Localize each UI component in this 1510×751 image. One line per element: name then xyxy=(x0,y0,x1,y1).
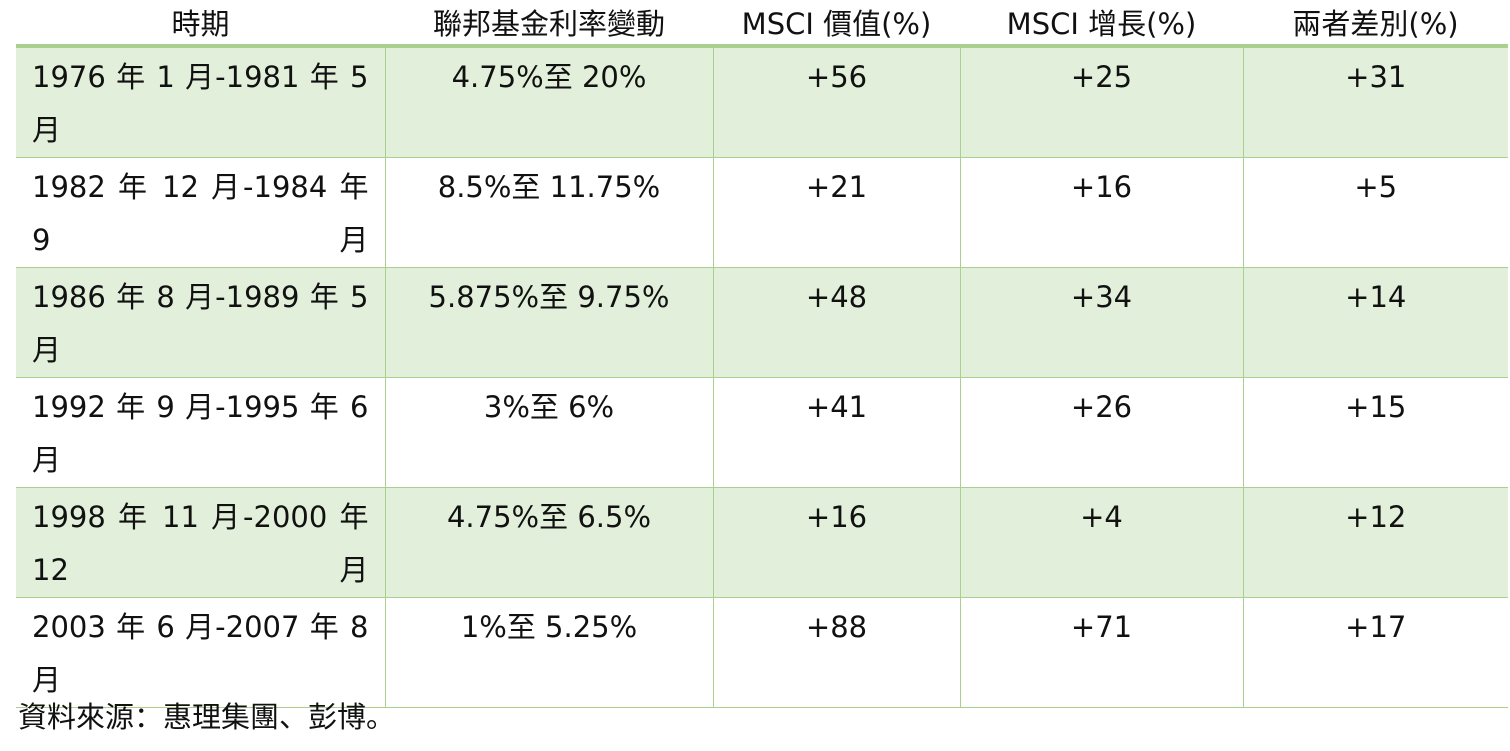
table-cell: 2003 年 6 月-2007 年 8 月 xyxy=(16,597,385,708)
table-row: 1982 年 12 月-1984 年 9 月 8.5%至 11.75% +21 +16… xyxy=(16,157,1508,268)
table-cell: +12 xyxy=(1242,487,1508,598)
table-row: 1986 年 8 月-1989 年 5 月 5.875%至 9.75% +48 +34… xyxy=(16,267,1508,378)
table-cell: 3%至 6% xyxy=(384,377,713,488)
table-row: 2003 年 6 月-2007 年 8 月 1%至 5.25% +88 +71 +17 xyxy=(16,597,1508,708)
table-cell: +41 xyxy=(712,377,960,488)
table-cell: +88 xyxy=(712,597,960,708)
data-table: 時期 聯邦基金利率變動 MSCI 價值(%) MSCI 增長(%) 兩者差別(%) 19… xyxy=(16,0,1508,708)
table-cell: +71 xyxy=(959,597,1243,708)
table-cell: +16 xyxy=(959,157,1243,268)
table-cell: +16 xyxy=(712,487,960,598)
table-cell: 4.75%至 6.5% xyxy=(384,487,713,598)
table-cell: +34 xyxy=(959,267,1243,378)
table-cell: +25 xyxy=(959,46,1243,158)
table-cell: +15 xyxy=(1242,377,1508,488)
header-cell: 聯邦基金利率變動 xyxy=(385,0,713,48)
table-row: 1976 年 1 月-1981 年 5 月 4.75%至 20% +56 +25 +31 xyxy=(16,46,1508,158)
table-cell: 1982 年 12 月-1984 年 9 月 xyxy=(16,157,385,268)
header-cell: MSCI 增長(%) xyxy=(960,0,1243,48)
header-cell: 時期 xyxy=(16,0,385,48)
table-cell: +21 xyxy=(712,157,960,268)
table-cell: +5 xyxy=(1242,157,1508,268)
table-cell: +31 xyxy=(1242,46,1508,158)
header-row: 時期 聯邦基金利率變動 MSCI 價值(%) MSCI 增長(%) 兩者差別(%) xyxy=(16,0,1508,48)
table-cell: 4.75%至 20% xyxy=(384,46,713,158)
table-cell: +17 xyxy=(1242,597,1508,708)
table-cell: 1986 年 8 月-1989 年 5 月 xyxy=(16,267,385,378)
source-note: 資料來源：惠理集團、彭博。 xyxy=(18,700,396,734)
table-cell: +26 xyxy=(959,377,1243,488)
table-cell: 8.5%至 11.75% xyxy=(384,157,713,268)
table-cell: 1992 年 9 月-1995 年 6 月 xyxy=(16,377,385,488)
table-cell: 1976 年 1 月-1981 年 5 月 xyxy=(16,46,385,158)
table-cell: 1%至 5.25% xyxy=(384,597,713,708)
table-cell: +4 xyxy=(959,487,1243,598)
header-cell: 兩者差別(%) xyxy=(1243,0,1508,48)
table-row: 1998 年 11 月-2000 年 12 月 4.75%至 6.5% +16 +4 +… xyxy=(16,487,1508,598)
table-cell: +56 xyxy=(712,46,960,158)
table-cell: 5.875%至 9.75% xyxy=(384,267,713,378)
table-cell: +48 xyxy=(712,267,960,378)
table-body: 1976 年 1 月-1981 年 5 月 4.75%至 20% +56 +25 +31… xyxy=(16,46,1508,708)
table-row: 1992 年 9 月-1995 年 6 月 3%至 6% +41 +26 +15 xyxy=(16,377,1508,488)
table-cell: 1998 年 11 月-2000 年 12 月 xyxy=(16,487,385,598)
table-cell: +14 xyxy=(1242,267,1508,378)
header-cell: MSCI 價值(%) xyxy=(713,0,960,48)
